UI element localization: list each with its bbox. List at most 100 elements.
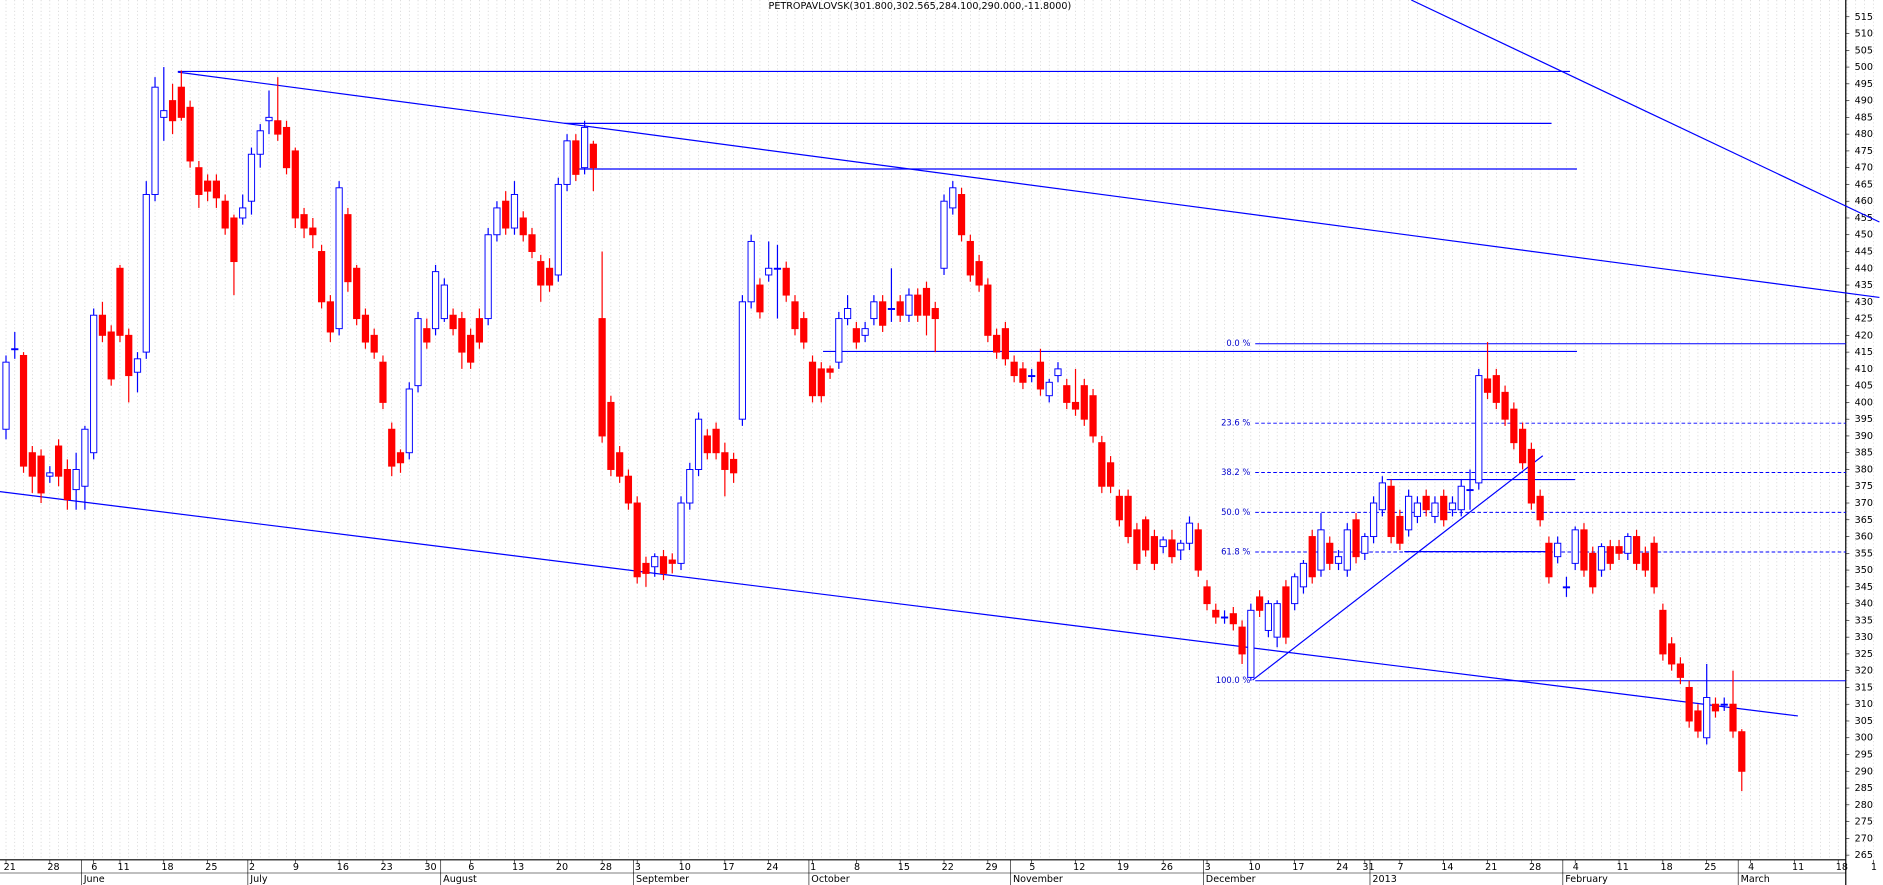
candle-body (563, 140, 571, 185)
y-tick-label: 330 (1855, 632, 1873, 643)
y-tick-label: 480 (1855, 129, 1873, 140)
y-tick-label: 285 (1855, 783, 1873, 794)
x-tick-label: 7 (1397, 862, 1403, 873)
y-tick-label: 475 (1855, 146, 1873, 157)
y-tick-label: 270 (1855, 833, 1873, 844)
candle-body (1536, 495, 1544, 521)
candle-body (353, 267, 361, 320)
x-tick-label: 3 (1205, 862, 1211, 873)
candle-body (686, 468, 694, 504)
y-tick-label: 310 (1855, 699, 1873, 710)
candle-body (1168, 539, 1176, 558)
month-label: September (636, 874, 689, 885)
x-tick-label: 1 (810, 862, 816, 873)
candle-body (125, 334, 133, 377)
y-tick-label: 420 (1855, 330, 1873, 341)
y-tick-label: 405 (1855, 381, 1873, 392)
candle-body (1273, 603, 1281, 638)
y-tick-label: 445 (1855, 247, 1873, 258)
candle-body (1142, 519, 1150, 551)
y-tick-label: 380 (1855, 464, 1873, 475)
candle-body (1554, 542, 1562, 558)
x-tick-label: 13 (512, 862, 524, 873)
x-tick-label: 23 (381, 862, 393, 873)
candle-body (1668, 643, 1676, 665)
y-tick-label: 290 (1855, 766, 1873, 777)
candle-body (589, 143, 597, 169)
candle-body (642, 562, 650, 574)
candle-body (502, 200, 510, 229)
candle-body (817, 368, 825, 397)
candle-body (396, 452, 405, 464)
candle-body (510, 194, 519, 229)
y-tick-label: 275 (1855, 817, 1873, 828)
candle-body (414, 318, 422, 387)
candle-body (1510, 408, 1518, 444)
candle-body (37, 455, 45, 494)
fib-level-label: 0.0 % (1226, 338, 1250, 348)
candle-body (1203, 586, 1211, 605)
y-tick-label: 350 (1855, 565, 1873, 576)
candle-body (677, 502, 685, 564)
candle-body (861, 328, 869, 336)
candle-body (887, 308, 896, 310)
y-tick-label: 360 (1855, 532, 1873, 543)
candle-body (651, 556, 659, 568)
candle-body (55, 445, 63, 477)
y-tick-label: 265 (1855, 850, 1873, 861)
candle-body (1738, 731, 1746, 772)
x-tick-label: 28 (1529, 862, 1541, 873)
candle-body (1291, 576, 1299, 605)
candle-body (1641, 552, 1649, 571)
x-tick-label: 4 (1748, 862, 1754, 873)
candle-body (1729, 703, 1737, 732)
candle-body (1028, 375, 1036, 378)
candle-body (598, 318, 606, 437)
candle-body (1527, 448, 1535, 504)
candle-body (475, 318, 483, 343)
y-tick-label: 390 (1855, 431, 1873, 442)
fib-level-label: 23.6 % (1221, 418, 1250, 428)
y-tick-label: 410 (1855, 364, 1873, 375)
candle-body (1413, 502, 1422, 517)
candle-body (326, 301, 334, 333)
candle-body (1317, 529, 1325, 571)
candle-body (116, 267, 124, 336)
y-tick-label: 295 (1855, 750, 1873, 761)
y-tick-label: 400 (1855, 397, 1873, 408)
candle-body (1098, 442, 1106, 487)
candle-body (1659, 609, 1667, 655)
candle-body (607, 401, 615, 470)
candle-body (1054, 368, 1062, 377)
y-tick-label: 430 (1855, 297, 1873, 308)
y-tick-label: 320 (1855, 666, 1873, 677)
candle-body (1159, 539, 1167, 548)
x-tick-label: 28 (47, 862, 59, 873)
x-tick-label: 18 (1836, 862, 1848, 873)
candle-body (423, 328, 431, 343)
candle-body (721, 452, 729, 470)
x-tick-label: 20 (556, 862, 568, 873)
x-tick-label: 30 (424, 862, 436, 873)
candle-body (1606, 546, 1614, 564)
candle-body (712, 428, 720, 454)
candle-body (966, 240, 974, 276)
candle-body (186, 106, 194, 162)
candle-body (1264, 603, 1272, 631)
y-tick-label: 370 (1855, 498, 1873, 509)
fib-level-label: 50.0 % (1221, 507, 1250, 517)
candle-body (765, 267, 773, 276)
candle-body (11, 348, 19, 351)
candle-body (370, 334, 378, 353)
candle-body (931, 308, 939, 320)
candle-body (1676, 663, 1685, 678)
candle-body (405, 388, 413, 454)
candle-body (160, 110, 168, 118)
candle-body (1703, 697, 1711, 739)
x-tick-label: 5 (1029, 862, 1035, 873)
y-tick-label: 340 (1855, 599, 1873, 610)
x-tick-label: 31 (1362, 862, 1374, 873)
candle-body (957, 194, 966, 236)
candle-body (1071, 401, 1080, 410)
candle-body (1308, 536, 1316, 578)
